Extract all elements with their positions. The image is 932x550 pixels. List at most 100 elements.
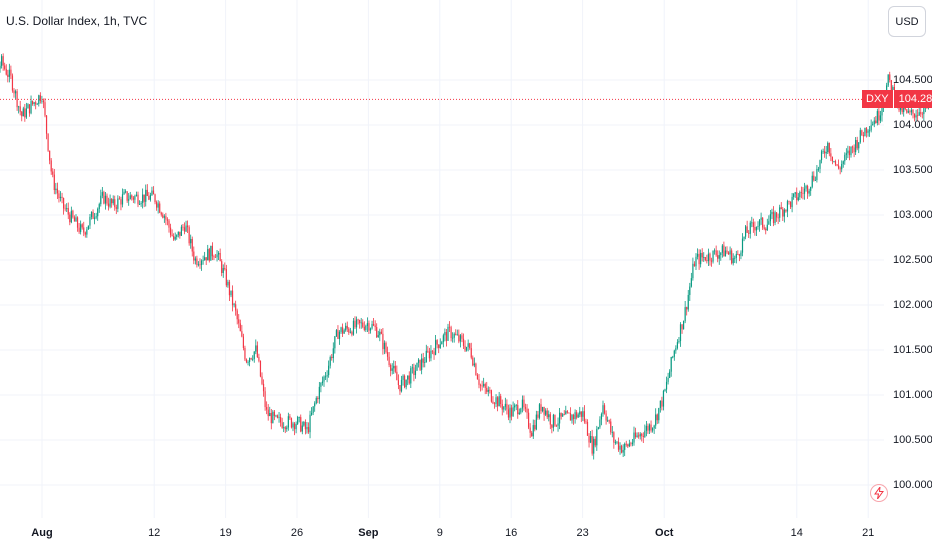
candle	[656, 413, 658, 425]
candle	[776, 212, 778, 222]
candle	[176, 234, 178, 240]
candle	[366, 317, 368, 332]
x-tick-label: Sep	[358, 527, 379, 539]
candle	[391, 363, 393, 375]
candle	[842, 160, 844, 168]
candle	[162, 212, 164, 219]
candle	[193, 246, 195, 265]
candle	[335, 328, 337, 337]
candle	[500, 393, 502, 408]
candle	[278, 411, 280, 423]
candle	[72, 209, 74, 219]
candle	[132, 196, 134, 204]
x-tick-label: Aug	[31, 527, 53, 539]
candle	[311, 407, 313, 416]
candle	[599, 416, 601, 429]
candle	[120, 196, 122, 211]
currency-button[interactable]: USD	[888, 6, 926, 37]
candle	[731, 248, 733, 265]
candle	[373, 318, 375, 327]
candle	[653, 424, 655, 434]
candle	[627, 443, 629, 449]
candle	[619, 442, 621, 455]
candle	[748, 230, 750, 238]
candle	[247, 360, 249, 366]
candle	[684, 300, 686, 324]
candle	[303, 420, 305, 427]
candle	[848, 146, 851, 161]
candle	[590, 430, 592, 444]
candle	[452, 332, 454, 343]
candle	[163, 214, 165, 223]
candle	[222, 264, 224, 278]
candle	[673, 349, 675, 361]
candle	[444, 328, 446, 342]
candle	[66, 203, 68, 213]
candle	[14, 89, 17, 100]
candle	[873, 117, 875, 128]
candle	[152, 186, 155, 195]
candle	[371, 320, 373, 330]
candle	[390, 363, 392, 377]
candle	[249, 357, 251, 367]
candle	[438, 344, 440, 354]
candle	[168, 219, 170, 233]
candle	[109, 194, 111, 209]
candle	[862, 131, 864, 143]
candle	[73, 215, 76, 222]
candlestick-series	[0, 53, 932, 460]
candle	[154, 193, 156, 205]
last-price-badge: DXY 104.285	[862, 90, 932, 109]
candle	[128, 193, 130, 206]
candle	[648, 423, 651, 435]
candle	[757, 221, 759, 230]
candle	[760, 212, 762, 225]
candle	[749, 220, 751, 239]
candle	[839, 166, 841, 175]
candle	[405, 379, 407, 390]
candle	[597, 426, 599, 430]
candle	[148, 192, 150, 201]
candle	[479, 383, 482, 392]
candle	[552, 413, 554, 432]
x-tick-label: 21	[862, 527, 875, 539]
candle	[447, 323, 449, 341]
candle	[267, 404, 269, 421]
candle	[262, 379, 265, 397]
candle	[735, 250, 737, 264]
candle	[202, 255, 204, 265]
candle	[342, 323, 344, 338]
y-tick-label: 103.500	[893, 164, 932, 176]
candle	[134, 194, 136, 204]
candle	[138, 200, 141, 205]
candle	[149, 192, 151, 202]
lightning-icon[interactable]	[870, 484, 888, 502]
candle	[36, 102, 38, 105]
candle	[803, 182, 806, 200]
candle	[357, 318, 359, 325]
candle	[758, 218, 761, 232]
candle	[332, 342, 334, 363]
candle	[490, 389, 492, 403]
candle	[259, 360, 262, 378]
candle	[796, 187, 798, 205]
candle	[315, 396, 317, 405]
candle	[338, 330, 341, 345]
candle	[582, 407, 584, 422]
candle	[738, 253, 740, 262]
candle	[32, 100, 34, 106]
candle	[83, 221, 85, 237]
candle	[453, 332, 455, 343]
candle	[703, 252, 705, 262]
candle	[650, 420, 652, 433]
candle	[820, 149, 823, 164]
candle	[283, 422, 285, 433]
candle	[856, 136, 858, 151]
candle	[194, 256, 196, 265]
candle	[869, 126, 871, 137]
candle	[464, 340, 466, 353]
candle	[182, 223, 184, 231]
candle	[380, 329, 382, 335]
candle	[165, 212, 167, 226]
